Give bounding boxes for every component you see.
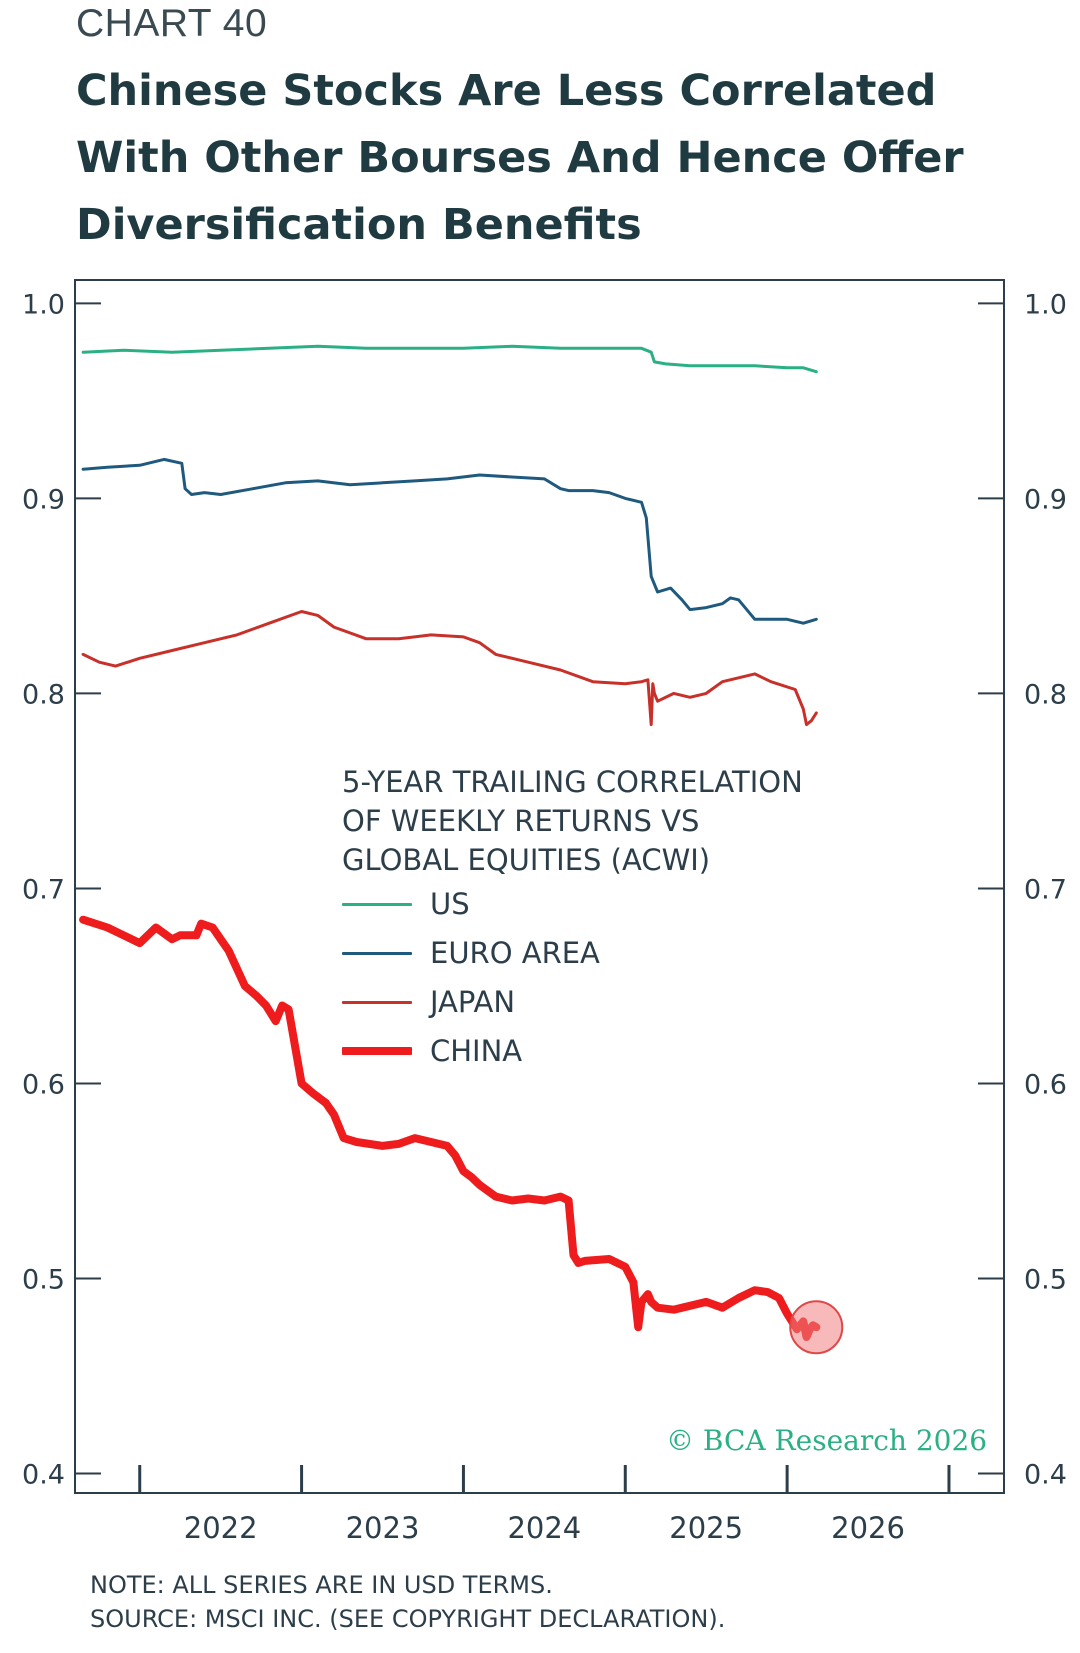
footer-note: NOTE: ALL SERIES ARE IN USD TERMS. bbox=[90, 1571, 553, 1599]
legend-item-euro-area: EURO AREA bbox=[342, 933, 600, 973]
legend-item-china: CHINA bbox=[342, 1031, 522, 1071]
legend-label-euro-area: EURO AREA bbox=[430, 936, 600, 970]
x-tick-label: 2025 bbox=[669, 1511, 743, 1545]
y-tick-label-right: 0.9 bbox=[1024, 484, 1067, 515]
legend-label-us: US bbox=[430, 887, 470, 921]
legend-swatch-china bbox=[342, 1047, 412, 1055]
y-tick-label-left: 0.9 bbox=[22, 484, 65, 515]
highlight-circle bbox=[789, 1300, 844, 1355]
y-tick-label-left: 1.0 bbox=[22, 289, 65, 320]
plot-frame bbox=[74, 279, 1005, 1494]
y-tick-label-left: 0.8 bbox=[22, 679, 65, 710]
x-tick-label: 2024 bbox=[507, 1511, 581, 1545]
y-tick-label-right: 0.4 bbox=[1024, 1459, 1067, 1490]
x-tick-label: 2023 bbox=[346, 1511, 420, 1545]
legend-label-china: CHINA bbox=[430, 1034, 523, 1068]
footer-source: SOURCE: MSCI INC. (SEE COPYRIGHT DECLARA… bbox=[90, 1605, 726, 1633]
chart-title-line: With Other Bourses And Hence Offer bbox=[76, 133, 964, 183]
legend-swatch-euro-area bbox=[342, 951, 412, 955]
footer: NOTE: ALL SERIES ARE IN USD TERMS. SOURC… bbox=[90, 1568, 725, 1636]
legend-title-line: OF WEEKLY RETURNS VS bbox=[342, 804, 700, 838]
y-tick-label-left: 0.6 bbox=[22, 1069, 65, 1100]
chart-title-line: Diversification Benefits bbox=[76, 200, 642, 250]
chart-title-line: Chinese Stocks Are Less Correlated bbox=[76, 66, 937, 116]
y-tick-label-right: 0.5 bbox=[1024, 1264, 1067, 1295]
legend-title: 5-YEAR TRAILING CORRELATION OF WEEKLY RE… bbox=[342, 763, 803, 880]
series-line-euro-area bbox=[81, 457, 818, 625]
x-tick-label: 2026 bbox=[831, 1511, 905, 1545]
series-line-china bbox=[79, 915, 821, 1341]
copyright-notice: © BCA Research 2026 bbox=[666, 1424, 988, 1457]
y-tick-label-right: 0.7 bbox=[1024, 874, 1067, 905]
legend-title-line: 5-YEAR TRAILING CORRELATION bbox=[342, 765, 803, 799]
y-tick-label-right: 0.6 bbox=[1024, 1069, 1067, 1100]
legend-title-line: GLOBAL EQUITIES (ACWI) bbox=[342, 843, 711, 877]
legend-swatch-japan bbox=[342, 1000, 412, 1004]
legend-swatch-us bbox=[342, 902, 412, 906]
y-tick-label-left: 0.7 bbox=[22, 874, 65, 905]
legend-item-japan: JAPAN bbox=[342, 982, 515, 1022]
y-tick-label-right: 1.0 bbox=[1024, 289, 1067, 320]
y-tick-label-left: 0.4 bbox=[22, 1459, 65, 1490]
chart-title: Chinese Stocks Are Less Correlated With … bbox=[76, 58, 1036, 259]
legend-item-us: US bbox=[342, 884, 470, 924]
legend-label-japan: JAPAN bbox=[430, 985, 516, 1019]
y-tick-label-left: 0.5 bbox=[22, 1264, 65, 1295]
chart-label: CHART 40 bbox=[76, 2, 268, 45]
y-tick-label-right: 0.8 bbox=[1024, 679, 1067, 710]
series-line-us bbox=[81, 344, 818, 374]
x-tick-label: 2022 bbox=[184, 1511, 258, 1545]
series-line-japan bbox=[81, 610, 818, 727]
